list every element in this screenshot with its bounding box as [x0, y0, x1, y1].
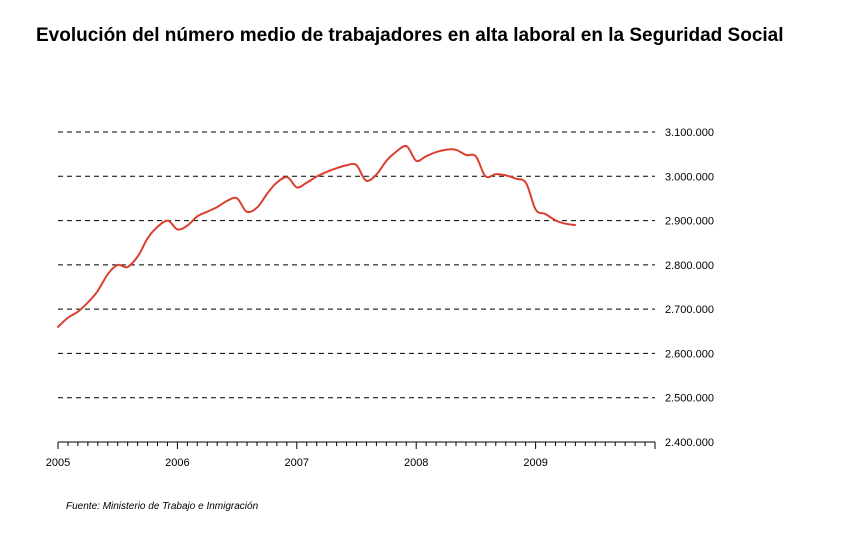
- series-line: [57, 144, 576, 328]
- y-tick-label: 2.700.000: [665, 304, 714, 316]
- x-axis-labels: 2005 2006 2007 2008 2009: [46, 457, 548, 469]
- y-axis-labels: 2.400.000 2.500.000 2.600.000 2.700.000 2.80…: [665, 127, 714, 449]
- chart-title: Evolución del número medio de trabajador…: [36, 25, 784, 46]
- y-tick-label: 2.800.000: [665, 260, 714, 272]
- x-axis: [57, 441, 656, 449]
- y-tick-label: 3.100.000: [665, 127, 714, 139]
- y-tick-label: 2.900.000: [665, 216, 714, 228]
- x-tick-label: 2006: [165, 457, 189, 469]
- y-tick-label: 3.000.000: [665, 171, 714, 183]
- x-tick-label: 2007: [285, 457, 309, 469]
- y-tick-label: 2.400.000: [665, 437, 714, 449]
- y-tick-label: 2.500.000: [665, 393, 714, 405]
- y-tick-label: 2.600.000: [665, 348, 714, 360]
- gridlines: [58, 131, 655, 399]
- series-layer: [57, 144, 576, 328]
- source-note: Fuente: Ministerio de Trabajo e Inmigrac…: [66, 501, 259, 512]
- x-tick-label: 2008: [404, 457, 428, 469]
- x-tick-label: 2005: [46, 457, 70, 469]
- x-tick-label: 2009: [523, 457, 547, 469]
